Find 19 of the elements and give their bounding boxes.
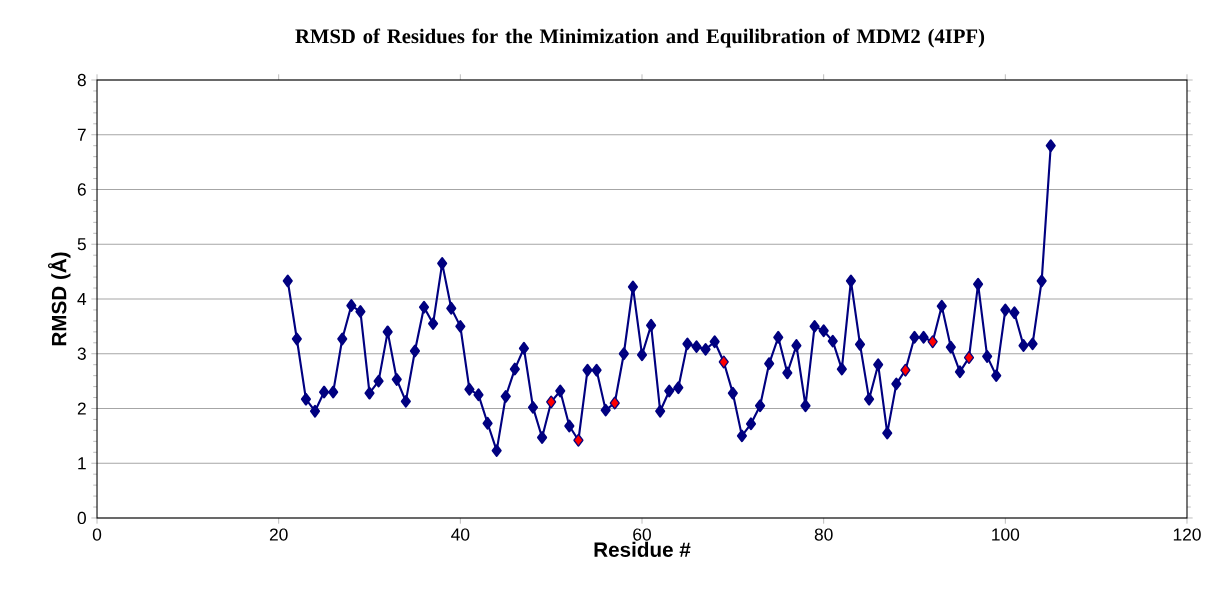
chart-title: RMSD of Residues for the Minimization and Equilibration of MDM2 (4IPF): [295, 28, 985, 48]
x-tick-label: 0: [92, 528, 102, 541]
y-axis-title: RMSD (Å): [47, 252, 71, 346]
x-tick-label: 60: [633, 528, 651, 541]
y-tick-label: 6: [77, 183, 86, 196]
y-tick-label: 8: [77, 73, 86, 87]
y-tick-label: 4: [77, 293, 87, 305]
x-tick-label: 40: [451, 528, 470, 541]
y-tick-label: 1: [78, 457, 86, 470]
x-tick-label: 120: [1173, 528, 1201, 541]
y-tick-label: 5: [77, 238, 86, 251]
x-tick-label: 100: [992, 528, 1020, 541]
x-tick-label: 20: [269, 528, 288, 541]
x-tick-label: 80: [814, 528, 833, 541]
y-tick-label: 7: [77, 128, 86, 141]
y-tick-label: 3: [77, 347, 86, 360]
y-tick-label: 0: [77, 511, 86, 525]
x-axis-title: Residue #: [594, 541, 691, 557]
y-tick-label: 2: [77, 402, 86, 415]
